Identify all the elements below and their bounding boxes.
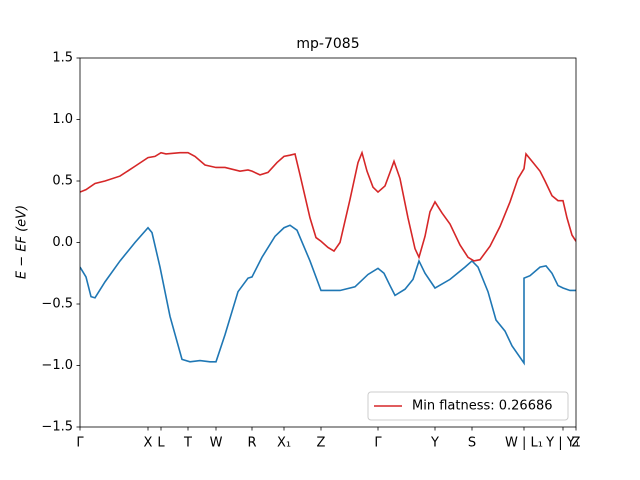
x-tick-label: L: [157, 436, 165, 451]
x-tick-label: R: [247, 436, 256, 451]
y-tick-label: 0.5: [52, 174, 73, 189]
x-tick-label: T: [183, 436, 192, 451]
chart-title: mp-7085: [296, 36, 359, 52]
y-tick-label: 1.0: [52, 112, 73, 127]
legend-label: Min flatness: 0.26686: [412, 399, 553, 414]
x-tick-label: X₁: [277, 436, 291, 451]
x-tick-label: Z: [317, 436, 326, 451]
x-tick-label: X: [144, 436, 153, 451]
x-tick-label: S: [468, 436, 476, 451]
y-tick-label: −1.5: [41, 420, 73, 435]
y-axis-label: E − EF (eV): [15, 205, 30, 279]
y-tick-label: −1.0: [41, 358, 73, 373]
y-tick-label: 1.5: [52, 51, 73, 66]
x-tick-label: Y | Y₁: [545, 436, 580, 451]
x-tick-label: W: [210, 436, 223, 451]
x-tick-label: Γ: [76, 436, 84, 451]
y-tick-label: 0.0: [52, 235, 73, 250]
y-tick-label: −0.5: [41, 297, 73, 312]
x-tick-label: Z: [572, 436, 581, 451]
x-tick-label: Γ: [374, 436, 382, 451]
x-tick-label: Y: [430, 436, 439, 451]
x-tick-label: W | L₁: [505, 436, 543, 451]
band-line: [80, 224, 576, 366]
legend-box: [367, 391, 569, 421]
band-line: [80, 150, 576, 262]
